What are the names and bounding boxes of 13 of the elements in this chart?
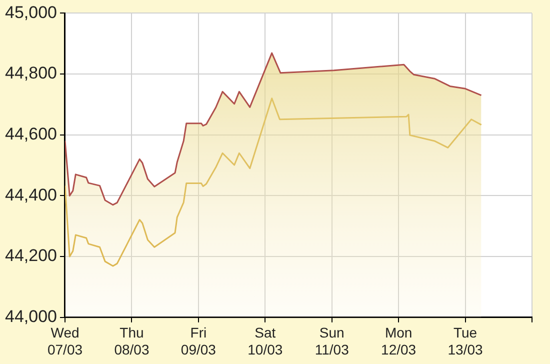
x-tick-label: Fri 09/03 — [180, 324, 216, 358]
y-tick-label: 44,200 — [4, 246, 57, 266]
x-tick-label: Sat 10/03 — [248, 324, 283, 358]
x-tick-label: Thu 08/03 — [114, 324, 150, 358]
y-tick-label: 45,000 — [4, 2, 57, 22]
y-tick-label: 44,000 — [4, 307, 57, 326]
x-tick-label: Wed 07/03 — [47, 324, 83, 358]
y-tick-label: 44,800 — [4, 64, 57, 83]
x-tick-label: Mon 12/03 — [381, 324, 416, 358]
y-tick-label: 44,400 — [4, 185, 57, 204]
x-tick-label: Sun 11/03 — [314, 324, 350, 358]
y-tick-label: 44,600 — [4, 124, 57, 144]
x-tick-label: Tue 13/03 — [448, 324, 484, 358]
